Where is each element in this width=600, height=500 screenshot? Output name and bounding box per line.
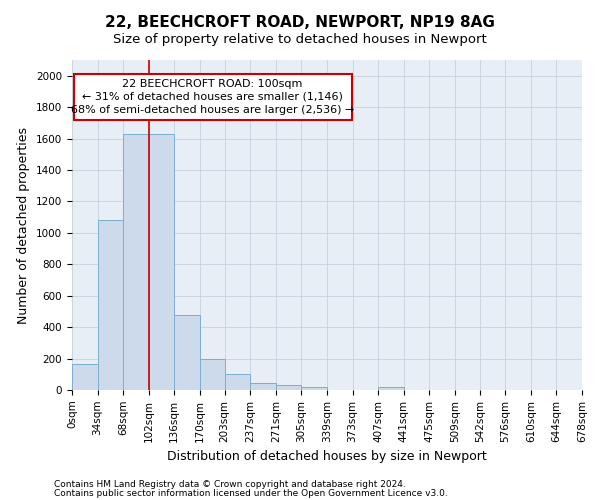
Bar (98, 220, 123, 390)
Bar (378, 387, 404, 390)
Text: Size of property relative to detached houses in Newport: Size of property relative to detached ho… (113, 32, 487, 46)
Text: Contains public sector information licensed under the Open Government Licence v3: Contains public sector information licen… (54, 488, 448, 498)
Text: 68% of semi-detached houses are larger (2,536) →: 68% of semi-detached houses are larger (… (71, 104, 355, 115)
Bar (200, 358, 226, 390)
Bar (175, 314, 200, 390)
Bar (250, 383, 276, 390)
Bar (72, 364, 98, 390)
X-axis label: Distribution of detached houses by size in Newport: Distribution of detached houses by size … (167, 450, 487, 463)
Y-axis label: Number of detached properties: Number of detached properties (17, 126, 31, 324)
Bar (301, 386, 327, 390)
Text: Contains HM Land Registry data © Crown copyright and database right 2024.: Contains HM Land Registry data © Crown c… (54, 480, 406, 489)
Bar (276, 386, 301, 390)
Text: 22, BEECHCROFT ROAD, NEWPORT, NP19 8AG: 22, BEECHCROFT ROAD, NEWPORT, NP19 8AG (105, 15, 495, 30)
Text: 22 BEECHCROFT ROAD: 100sqm: 22 BEECHCROFT ROAD: 100sqm (122, 79, 303, 89)
FancyBboxPatch shape (74, 74, 352, 120)
Bar (123, 134, 149, 390)
Text: ← 31% of detached houses are smaller (1,146): ← 31% of detached houses are smaller (1,… (82, 92, 343, 102)
Bar (149, 134, 175, 390)
Bar (224, 374, 250, 390)
